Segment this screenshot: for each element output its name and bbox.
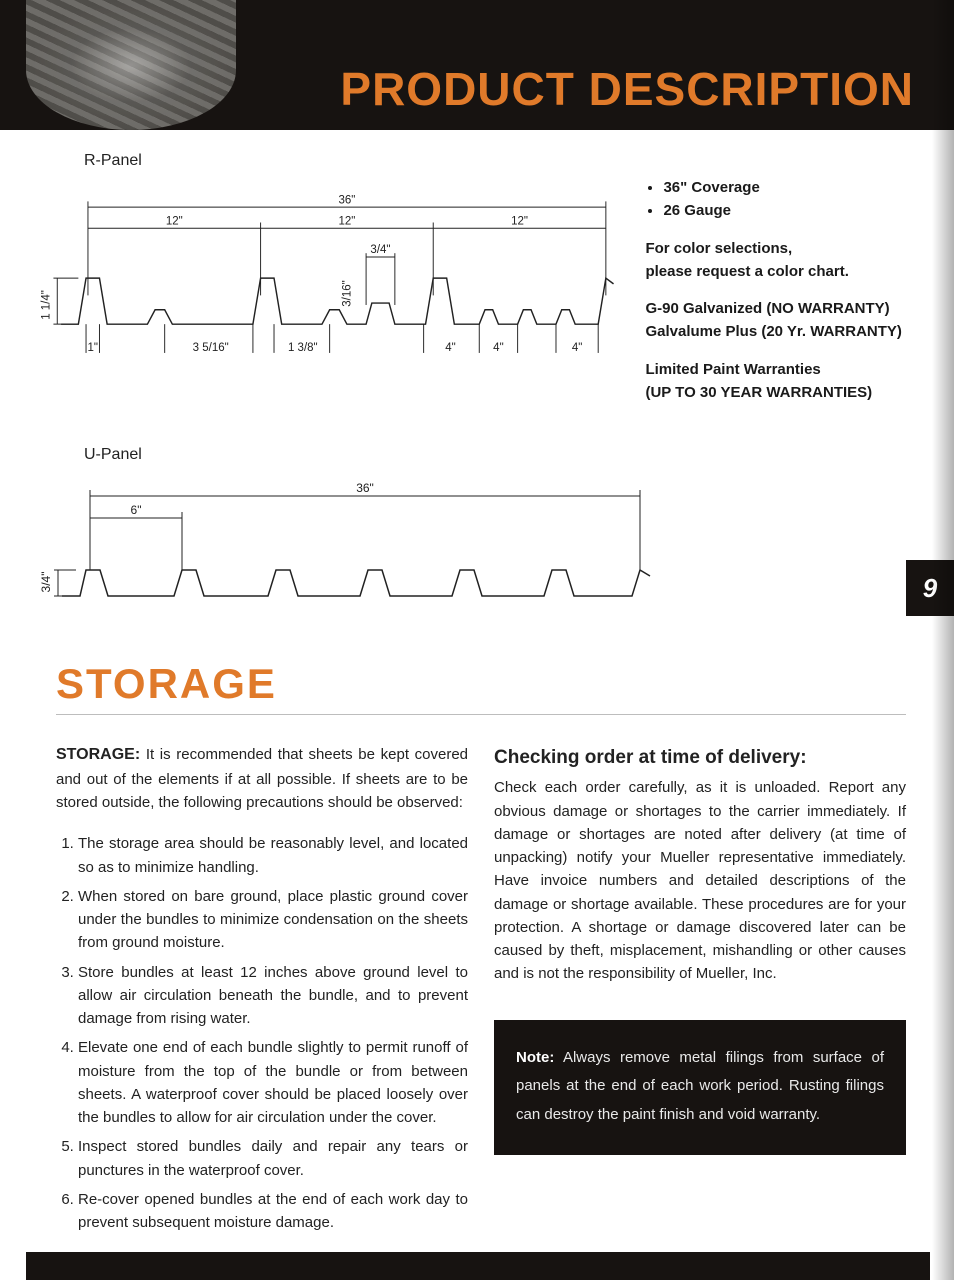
r-panel-label: R-Panel — [84, 152, 914, 170]
u-panel-block: U-Panel 36" 6" 3/4" — [40, 446, 914, 620]
note-body: Always remove metal filings from surface… — [516, 1049, 884, 1123]
page-number-tab: 9 — [906, 560, 954, 616]
spec-line: (UP TO 30 YEAR WARRANTIES) — [645, 384, 872, 401]
page: PRODUCT DESCRIPTION R-Panel 36" 12" 12" — [0, 0, 954, 1280]
list-item: Elevate one end of each bundle slightly … — [78, 1036, 468, 1129]
spec-line: G-90 Galvanized (NO WARRANTY) — [645, 300, 889, 317]
spec-bullet: 26 Gauge — [663, 199, 914, 222]
svg-text:4": 4" — [493, 342, 503, 354]
storage-heading: STORAGE — [56, 660, 906, 715]
svg-text:4": 4" — [445, 342, 455, 354]
spec-line: Limited Paint Warranties — [645, 361, 820, 378]
svg-text:12": 12" — [166, 215, 183, 227]
check-heading: Checking order at time of delivery: — [494, 743, 906, 772]
note-label: Note: — [516, 1049, 554, 1066]
storage-lead: STORAGE: — [56, 746, 140, 763]
note-box: Note: Always remove metal filings from s… — [494, 1020, 906, 1156]
r-panel-diagram: 36" 12" 12" 12" 3/4" 3/16" 1 1 — [40, 176, 615, 386]
list-item: Store bundles at least 12 inches above g… — [78, 961, 468, 1031]
svg-text:12": 12" — [511, 215, 528, 227]
dim-overall: 36" — [338, 194, 355, 206]
u-panel-diagram: 36" 6" 3/4" — [40, 470, 660, 620]
svg-text:12": 12" — [338, 215, 355, 227]
header-photo — [26, 0, 236, 130]
list-item: When stored on bare ground, place plasti… — [78, 885, 468, 955]
u-panel-label: U-Panel — [84, 446, 914, 464]
spec-line: Galvalume Plus (20 Yr. WARRANTY) — [645, 323, 901, 340]
page-title: PRODUCT DESCRIPTION — [340, 62, 914, 116]
check-body: Check each order carefully, as it is unl… — [494, 776, 906, 985]
svg-text:4": 4" — [572, 342, 582, 354]
svg-text:3/4": 3/4" — [40, 572, 53, 593]
svg-text:36": 36" — [356, 481, 374, 495]
svg-text:1 1/4": 1 1/4" — [41, 290, 53, 320]
storage-left-col: STORAGE: It is recommended that sheets b… — [56, 743, 468, 1240]
list-item: Re-cover opened bundles at the end of ea… — [78, 1188, 468, 1235]
list-item: The storage area should be reasonably le… — [78, 832, 468, 879]
svg-text:3 5/16": 3 5/16" — [193, 342, 229, 354]
storage-section: STORAGE STORAGE: It is recommended that … — [0, 630, 954, 1280]
svg-text:6": 6" — [131, 503, 142, 517]
list-item: Inspect stored bundles daily and repair … — [78, 1135, 468, 1182]
diagrams-area: R-Panel 36" 12" 12" 12" — [0, 130, 954, 630]
spec-bullet: 36" Coverage — [663, 176, 914, 199]
svg-text:3/16": 3/16" — [342, 280, 354, 306]
svg-text:3/4": 3/4" — [370, 244, 390, 256]
storage-right-col: Checking order at time of delivery: Chec… — [494, 743, 906, 1240]
header-banner: PRODUCT DESCRIPTION — [0, 0, 954, 130]
precautions-list: The storage area should be reasonably le… — [56, 832, 468, 1234]
spec-color-note: For color selections, please request a c… — [645, 237, 914, 284]
footer-bar — [26, 1252, 930, 1280]
r-panel-block: R-Panel 36" 12" 12" 12" — [40, 152, 914, 418]
page-number: 9 — [923, 573, 937, 604]
svg-text:1": 1" — [88, 342, 98, 354]
spec-sidebar: 36" Coverage 26 Gauge For color selectio… — [645, 176, 914, 418]
svg-text:1 3/8": 1 3/8" — [288, 342, 318, 354]
